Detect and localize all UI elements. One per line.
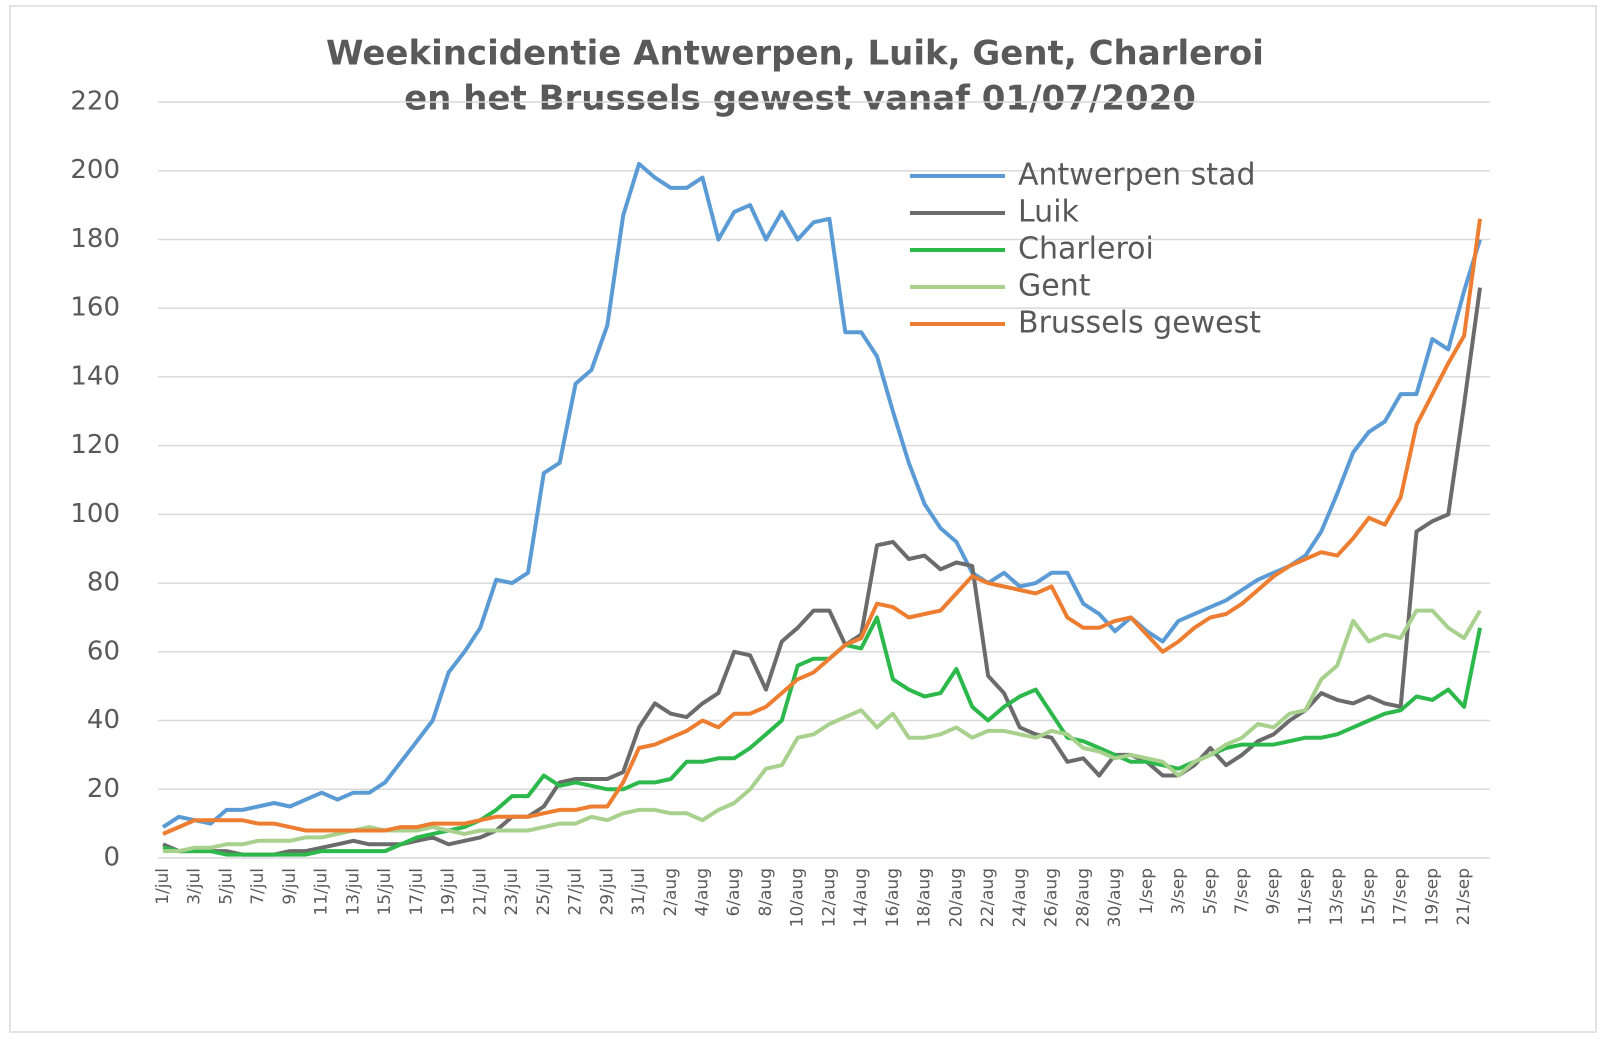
x-tick-label: 25/jul — [534, 868, 554, 916]
x-tick-label: 7/sep — [1232, 868, 1252, 915]
x-tick-label: 3/jul — [185, 868, 205, 905]
x-tick-label: 20/aug — [946, 868, 966, 927]
chart-title: Weekincidentie Antwerpen, Luik, Gent, Ch… — [326, 34, 1264, 74]
x-tick-label: 24/aug — [1010, 868, 1030, 927]
x-tick-label: 11/sep — [1295, 868, 1315, 925]
y-tick-label: 160 — [70, 293, 120, 323]
y-tick-label: 60 — [87, 636, 120, 666]
x-tick-label: 9/sep — [1264, 868, 1284, 915]
x-tick-label: 31/jul — [629, 868, 649, 916]
legend-label: Luik — [1018, 195, 1080, 230]
y-tick-label: 100 — [70, 499, 120, 529]
legend-label: Charleroi — [1018, 232, 1154, 267]
y-tick-label: 220 — [70, 87, 120, 117]
x-tick-label: 16/aug — [883, 868, 903, 927]
x-tick-label: 29/jul — [597, 868, 617, 916]
x-tick-label: 27/jul — [566, 868, 586, 916]
chart-title: en het Brussels gewest vanaf 01/07/2020 — [404, 79, 1196, 119]
series-line — [162, 615, 1482, 857]
x-tick-label: 5/sep — [1200, 868, 1220, 915]
series-line — [161, 161, 1482, 829]
x-tick-label: 17/sep — [1391, 868, 1411, 925]
x-tick-label: 5/jul — [216, 868, 236, 905]
x-tick-label: 7/jul — [248, 868, 268, 905]
x-tick-label: 17/jul — [407, 868, 427, 916]
x-tick-label: 21/jul — [470, 868, 490, 916]
x-tick-label: 18/aug — [915, 868, 935, 927]
x-tick-label: 19/sep — [1422, 868, 1442, 925]
x-tick-label: 9/jul — [280, 868, 300, 905]
legend-label: Antwerpen stad — [1018, 158, 1256, 193]
x-tick-label: 4/aug — [692, 868, 712, 917]
y-tick-label: 140 — [70, 361, 120, 391]
x-tick-label: 8/aug — [756, 868, 776, 917]
x-tick-label: 14/aug — [851, 868, 871, 927]
series-line — [162, 218, 1482, 836]
x-tick-label: 1/sep — [1137, 868, 1157, 915]
x-tick-label: 15/jul — [375, 868, 395, 916]
x-tick-label: 21/sep — [1454, 868, 1474, 925]
x-tick-label: 13/sep — [1327, 868, 1347, 925]
x-tick-label: 26/aug — [1042, 868, 1062, 927]
legend-label: Brussels gewest — [1018, 306, 1261, 341]
y-tick-label: 180 — [70, 224, 120, 254]
x-tick-label: 2/aug — [661, 868, 681, 917]
x-tick-label: 30/aug — [1105, 868, 1125, 927]
x-tick-label: 1/jul — [153, 868, 173, 905]
x-tick-label: 3/sep — [1169, 868, 1189, 915]
x-tick-label: 13/jul — [343, 868, 363, 916]
x-tick-label: 11/jul — [312, 868, 332, 916]
x-tick-label: 23/jul — [502, 868, 522, 916]
y-tick-label: 80 — [87, 568, 120, 598]
y-tick-label: 200 — [70, 155, 120, 185]
x-tick-label: 10/aug — [788, 868, 808, 927]
x-tick-label: 6/aug — [724, 868, 744, 917]
x-tick-label: 15/sep — [1359, 868, 1379, 925]
x-tick-label: 19/jul — [439, 868, 459, 916]
series-line — [162, 287, 1482, 857]
x-tick-label: 28/aug — [1073, 868, 1093, 927]
y-tick-label: 20 — [87, 774, 120, 804]
y-tick-label: 40 — [87, 705, 120, 735]
x-tick-label: 12/aug — [819, 868, 839, 927]
legend-label: Gent — [1018, 269, 1091, 304]
x-tick-label: 22/aug — [978, 868, 998, 927]
y-tick-label: 120 — [70, 430, 120, 460]
series-line — [163, 608, 1482, 854]
chart-border — [9, 5, 1597, 1033]
y-tick-label: 0 — [103, 843, 120, 873]
